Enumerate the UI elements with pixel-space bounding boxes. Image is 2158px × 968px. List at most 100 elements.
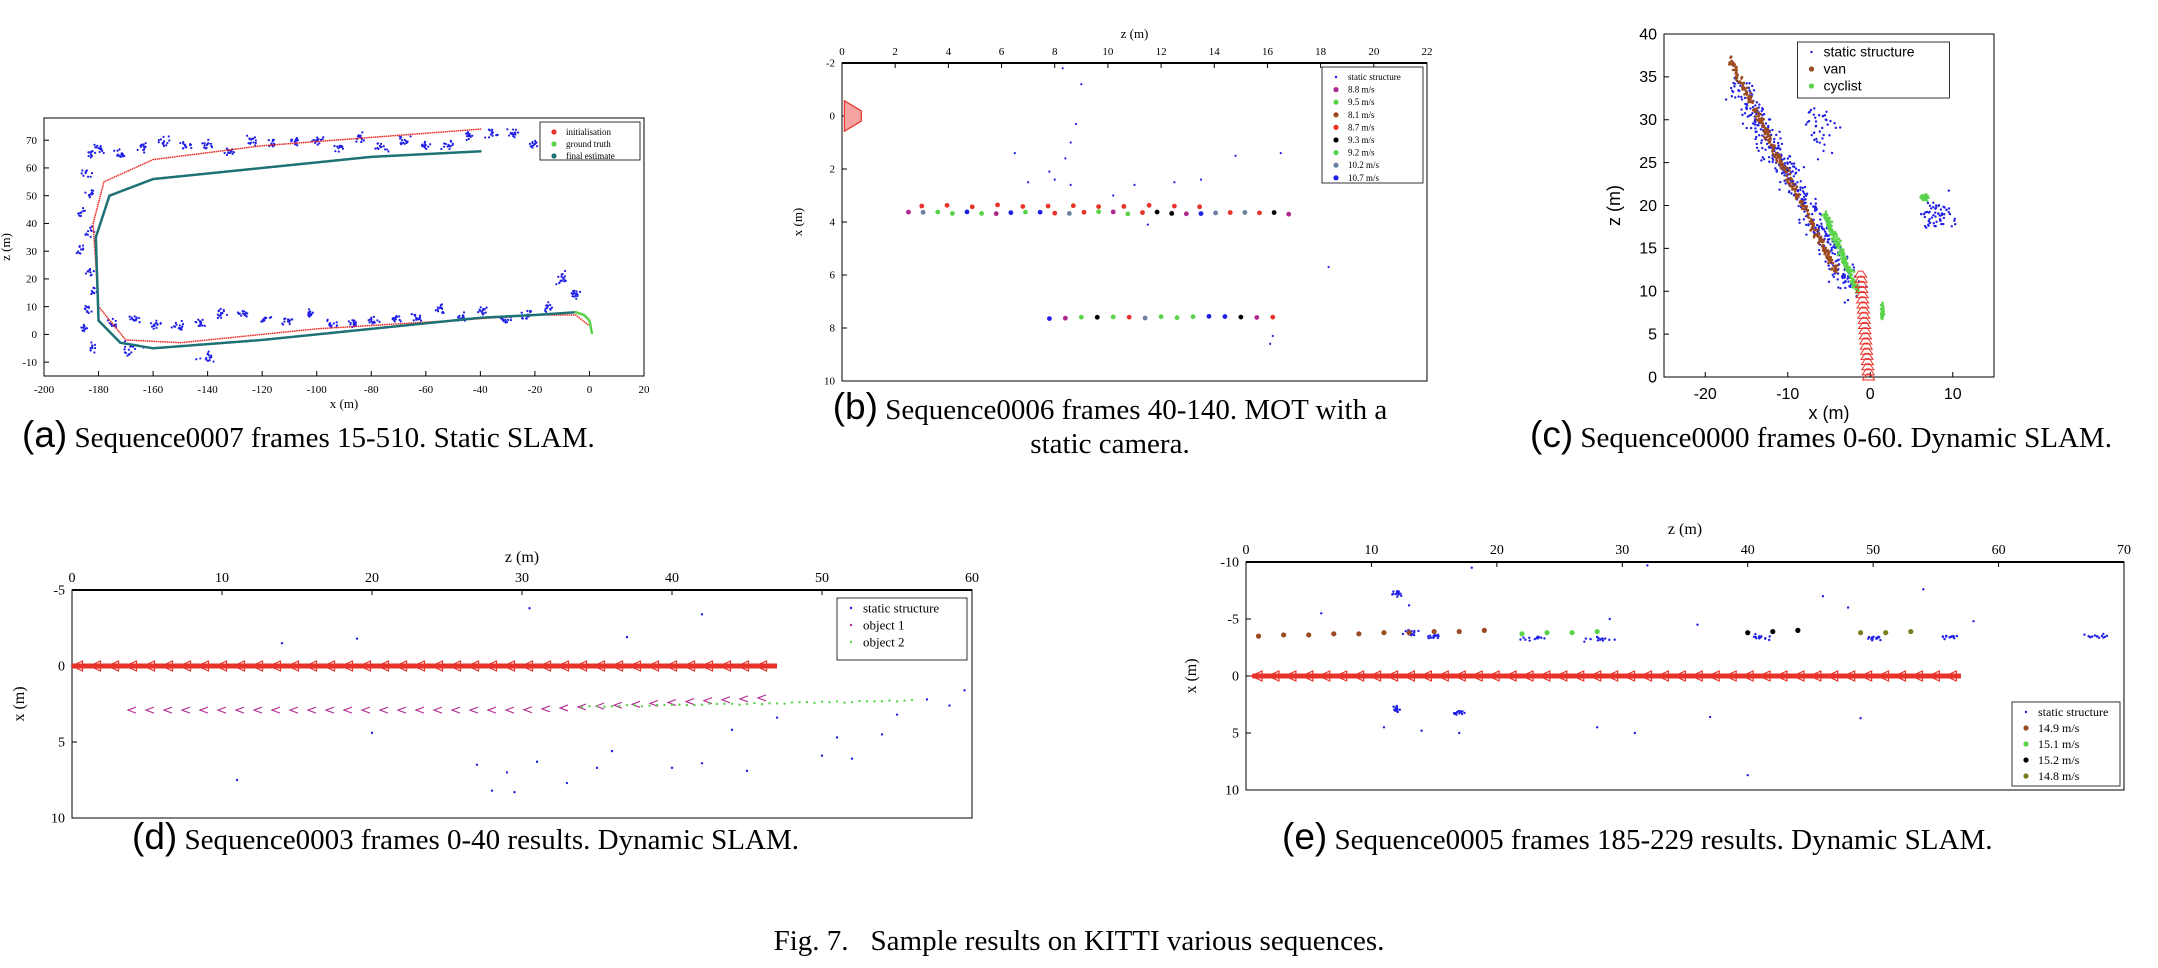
- object-1-pose: [576, 703, 587, 711]
- camera-pose: [1486, 670, 1500, 682]
- object-2-point: [738, 703, 741, 706]
- legend-label: 8.7 m/s: [1348, 122, 1375, 132]
- camera-pose: [1300, 670, 1314, 682]
- trajectory-point: [92, 231, 95, 234]
- legend-marker: [551, 141, 557, 147]
- van-point: [1771, 152, 1775, 156]
- static-structure-point: [394, 316, 397, 320]
- static-structure-point: [1817, 248, 1821, 252]
- static-structure-point: [370, 316, 373, 319]
- trajectory-point: [363, 137, 366, 139]
- static-structure-point: [1589, 637, 1592, 641]
- static-structure-point: [512, 133, 515, 136]
- trajectory-point: [180, 155, 183, 157]
- static-structure-point: [178, 324, 181, 327]
- static-structure-point: [203, 324, 206, 327]
- static-structure-point: [1758, 636, 1762, 639]
- cyclist-point: [1827, 219, 1831, 223]
- legend-label: ground truth: [566, 139, 611, 149]
- static-structure-point: [1928, 221, 1931, 225]
- legend-label: initialisation: [566, 127, 611, 137]
- object-point: [1094, 314, 1100, 320]
- cyclist-point: [1851, 277, 1855, 281]
- static-structure-point: [1412, 633, 1416, 637]
- static-structure-point: [387, 150, 390, 153]
- object-point: [979, 211, 985, 216]
- camera-pose: [1588, 670, 1602, 682]
- trajectory-point: [241, 147, 244, 150]
- cyclist-point: [1850, 273, 1854, 276]
- trajectory-point: [258, 333, 261, 336]
- static-structure-point: [1743, 112, 1747, 115]
- object-point: [1238, 314, 1244, 320]
- static-structure-point: [322, 136, 325, 139]
- trajectory-point: [93, 235, 95, 238]
- camera-pose: [754, 660, 768, 672]
- trajectory-point: [201, 339, 204, 342]
- legend-box: [1321, 66, 1424, 184]
- static-structure-point: [475, 763, 479, 766]
- camera-pose: [1893, 670, 1907, 682]
- y-tick-label: 4: [830, 217, 836, 229]
- trajectory-point: [377, 324, 380, 326]
- static-structure-point: [177, 327, 180, 330]
- camera-pose: [1723, 670, 1737, 682]
- static-structure-point: [1760, 139, 1764, 142]
- static-structure-point: [1749, 107, 1752, 110]
- trajectory-point: [274, 332, 276, 334]
- van-point: [1824, 246, 1828, 250]
- static-structure-point: [137, 316, 141, 320]
- camera-pose: [448, 660, 462, 672]
- caption-b-text-2: static camera.: [1030, 428, 1190, 460]
- trajectory-point: [585, 322, 587, 325]
- trajectory-point: [333, 139, 336, 142]
- trajectory-point: [131, 167, 134, 170]
- static-structure-point: [89, 153, 93, 156]
- camera-pose: [1537, 670, 1551, 682]
- cyclist-point: [1837, 237, 1841, 241]
- cyclist-point: [1828, 216, 1831, 220]
- trajectory-point: [331, 326, 334, 329]
- van-point: [1792, 184, 1796, 188]
- static-structure-point: [133, 347, 137, 351]
- static-structure-point: [1815, 223, 1819, 227]
- trajectory-point: [252, 145, 255, 148]
- van-point: [1788, 169, 1791, 172]
- static-structure-point: [1061, 67, 1064, 70]
- object-2-point: [805, 700, 809, 704]
- panel-b: 0 2 4 6 8 10 12 14 16 18 20 22 -2 0 2 4 6 8 10 z (m) x (m) st…: [760, 5, 1460, 388]
- static-structure-point: [487, 136, 491, 139]
- static-structure-point: [356, 135, 360, 138]
- static-structure-point: [1818, 252, 1821, 256]
- static-structure-point: [1733, 82, 1736, 85]
- y-tick-label: -2: [826, 58, 835, 70]
- trajectory-point: [113, 176, 116, 179]
- object-point: [1858, 630, 1864, 636]
- y-tick-label: 6: [830, 270, 836, 282]
- static-structure-point: [1790, 192, 1793, 195]
- static-structure-point: [1813, 107, 1816, 110]
- static-structure-point: [312, 138, 315, 142]
- camera-pose: [1503, 670, 1517, 682]
- object-1-pose: [666, 698, 677, 706]
- cyclist-point: [1880, 308, 1884, 312]
- static-structure-point: [155, 319, 158, 322]
- trajectory-point: [278, 143, 281, 146]
- static-structure-point: [149, 322, 153, 325]
- static-structure-point: [1775, 169, 1778, 172]
- trajectory-point: [182, 154, 185, 157]
- van-point: [1763, 135, 1766, 139]
- y-axis-label: x (m): [790, 208, 805, 237]
- trajectory-point: [92, 224, 95, 227]
- static-structure-point: [1320, 612, 1323, 615]
- y-tick-label: 10: [1639, 284, 1657, 301]
- trajectory-point: [564, 314, 566, 316]
- static-structure-point: [89, 349, 92, 352]
- camera-pose: [1859, 347, 1874, 355]
- static-structure-point: [1807, 224, 1810, 227]
- static-structure-point: [1754, 120, 1757, 124]
- static-structure-point: [138, 321, 141, 324]
- trajectory-point: [232, 336, 235, 339]
- cyclist-point: [1842, 260, 1846, 263]
- camera-pose: [1857, 322, 1872, 330]
